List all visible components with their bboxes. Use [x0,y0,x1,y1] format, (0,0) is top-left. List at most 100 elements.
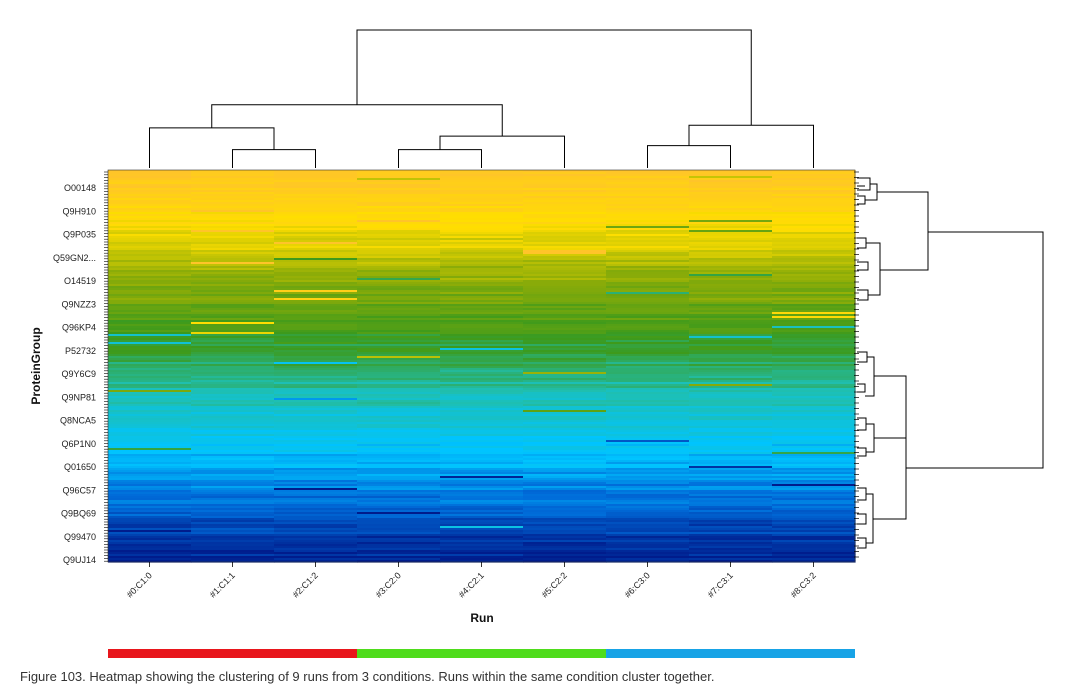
heatmap-cell [274,408,358,411]
heatmap-cell [689,426,773,429]
heatmap-cell [191,350,275,353]
heatmap-cell [108,292,192,295]
heatmap-cell [440,452,524,455]
heatmap-cell [108,464,192,467]
heatmap-cell [606,442,690,445]
heatmap-cell [440,456,524,459]
heatmap-cell [274,378,358,381]
heatmap-cell [357,498,441,501]
heatmap-cell [606,224,690,227]
heatmap-cell [772,400,856,403]
heatmap-cell [191,340,275,343]
heatmap-cell [606,240,690,243]
heatmap-cell [523,376,607,379]
heatmap-cell [523,178,607,181]
heatmap-cell [108,406,192,409]
heatmap-cell [274,502,358,505]
heatmap-cell [689,326,773,329]
heatmap-cell [274,354,358,357]
column-dendrogram [149,29,814,168]
heatmap-cell [191,284,275,287]
heatmap-cell [772,338,856,341]
heatmap-cell [689,202,773,205]
heatmap-cell [689,486,773,489]
heatmap-cell [440,426,524,429]
heatmap-cell [606,334,690,337]
dendrogram-branch [866,493,874,544]
heatmap-cell [523,370,607,373]
heatmap-cell [357,194,441,197]
heatmap-cell [606,278,690,281]
heatmap-cell [523,544,607,547]
dendrogram-branch [873,438,907,520]
heatmap-cell [440,246,524,249]
heatmap-cell [772,220,856,223]
heatmap-cell [689,556,773,559]
heatmap-cell [191,296,275,299]
heatmap-cell [191,222,275,225]
dendrogram-branch [647,145,731,168]
heatmap-cell [440,526,524,529]
heatmap-cell [108,482,192,485]
heatmap-cell [191,496,275,499]
heatmap-cell [108,546,192,549]
heatmap-cell [689,462,773,465]
heatmap-cell [606,498,690,501]
heatmap-cell [606,332,690,335]
heatmap-cell [191,414,275,417]
heatmap-cell [274,326,358,329]
heatmap-cell [523,496,607,499]
heatmap-cell [606,290,690,293]
heatmap-cell [440,406,524,409]
heatmap-cell [689,346,773,349]
heatmap-cell [606,558,690,561]
heatmap-cell [772,194,856,197]
heatmap-cell [689,228,773,231]
heatmap-cell [108,220,192,223]
heatmap-cell [274,202,358,205]
y-tick-label: Q9P035 [63,230,96,240]
heatmap-cell [191,408,275,411]
heatmap-cell [606,378,690,381]
heatmap-cell [191,478,275,481]
heatmap-cell [191,192,275,195]
heatmap-cell [606,396,690,399]
heatmap-cell [357,342,441,345]
heatmap-cell [191,432,275,435]
heatmap-cell [357,254,441,257]
heatmap-cell [772,340,856,343]
heatmap-cell [772,532,856,535]
heatmap-cell [689,210,773,213]
heatmap-cell [606,430,690,433]
heatmap-cell [191,186,275,189]
heatmap-cell [191,198,275,201]
heatmap-cell [606,296,690,299]
heatmap-cell [689,292,773,295]
heatmap-cell [523,266,607,269]
heatmap-cell [191,176,275,179]
heatmap-cell [689,428,773,431]
heatmap-cell [357,266,441,269]
heatmap-cell [689,336,773,339]
heatmap-cell [108,392,192,395]
heatmap-cell [606,230,690,233]
heatmap-cell [274,534,358,537]
heatmap-cell [772,330,856,333]
heatmap-cell [274,544,358,547]
heatmap-cell [606,398,690,401]
heatmap-cell [274,380,358,383]
heatmap-cell [689,476,773,479]
heatmap-cell [357,258,441,261]
heatmap-cell [523,408,607,411]
heatmap-cell [274,476,358,479]
heatmap-cell [440,396,524,399]
heatmap-cell [772,320,856,323]
heatmap-cell [440,386,524,389]
heatmap-cell [606,384,690,387]
heatmap-cell [523,292,607,295]
heatmap-cell [274,264,358,267]
heatmap-cell [772,188,856,191]
heatmap-cell [357,276,441,279]
heatmap-cell [191,172,275,175]
heatmap-cell [191,538,275,541]
